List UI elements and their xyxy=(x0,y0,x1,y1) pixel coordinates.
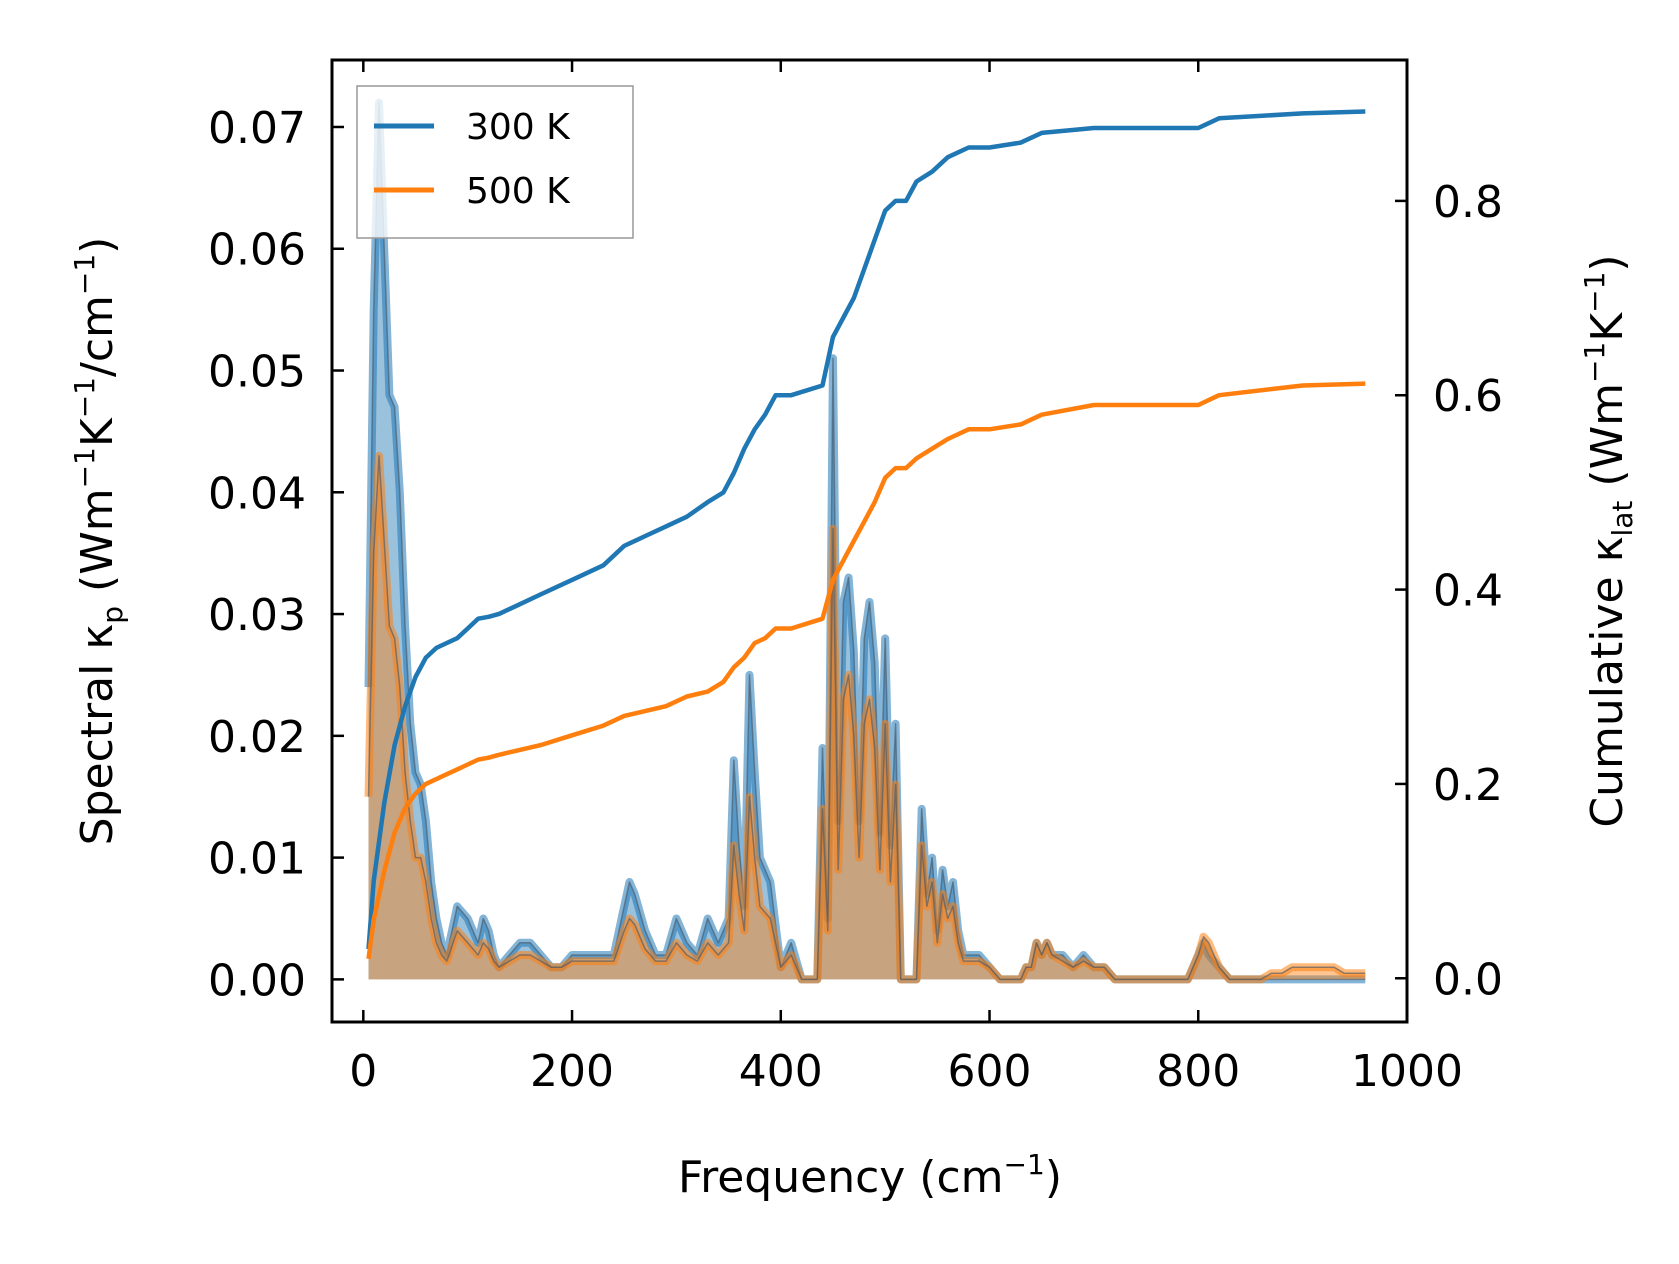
right-axis-unit-exponent: −1 xyxy=(1578,342,1611,383)
left-axis-symbol: κ xyxy=(72,624,123,650)
right-axis-symbol: κ xyxy=(1582,536,1633,562)
spectral-series-layer xyxy=(364,98,1366,984)
left-axis-unit: ) xyxy=(72,237,123,254)
right-tick-label: 0.2 xyxy=(1433,760,1503,811)
x-tick-label: 200 xyxy=(530,1046,614,1097)
right-axis-ticks: 0.0 0.2 0.4 0.6 0.8 xyxy=(1395,177,1503,1005)
x-axis-unit: cm xyxy=(936,1152,1003,1203)
right-axis-label: Cumulative κlat (Wm−1K−1) xyxy=(1578,254,1639,827)
left-axis-symbol-subscript: p xyxy=(96,606,129,624)
plot-frame xyxy=(330,58,1409,1024)
left-tick-label: 0.06 xyxy=(208,225,306,276)
x-tick-label: 600 xyxy=(948,1046,1032,1097)
x-axis-label: Frequency (cm−1) xyxy=(678,1148,1062,1203)
cumulative-line-300k xyxy=(366,109,1366,950)
cumulative-series-layer xyxy=(366,109,1366,960)
x-axis-label-text: Frequency xyxy=(678,1152,905,1203)
left-tick-label: 0.04 xyxy=(208,468,306,519)
right-tick-label: 0.0 xyxy=(1433,954,1503,1005)
left-axis-label-text: Spectral xyxy=(72,664,123,846)
cumulative-line-500k xyxy=(366,381,1366,960)
x-tick-label: 1000 xyxy=(1351,1046,1463,1097)
right-axis-unit: (Wm xyxy=(1582,383,1633,487)
left-tick-label: 0.01 xyxy=(208,834,306,885)
right-axis-label-text: Cumulative xyxy=(1582,576,1633,827)
right-tick-label: 0.8 xyxy=(1433,177,1503,228)
x-axis-ticks: 0 200 400 600 800 1000 xyxy=(349,60,1463,1097)
x-tick-label: 400 xyxy=(739,1046,823,1097)
left-tick-label: 0.03 xyxy=(208,590,306,641)
left-tick-label: 0.05 xyxy=(208,347,306,398)
right-axis-unit: K xyxy=(1582,312,1633,342)
left-axis-unit-exponent: −1 xyxy=(68,447,101,488)
right-axis-unit: ) xyxy=(1582,254,1633,271)
left-tick-label: 0.00 xyxy=(208,955,306,1006)
left-tick-label: 0.02 xyxy=(208,712,306,763)
legend-label-300k: 300 K xyxy=(466,107,571,148)
right-tick-label: 0.6 xyxy=(1433,371,1503,422)
legend-label-500k: 500 K xyxy=(466,171,571,212)
left-axis-ticks: 0.00 0.01 0.02 0.03 0.04 0.05 0.06 0.07 xyxy=(208,103,344,1006)
spectral-line-500k xyxy=(367,455,1366,981)
spectral-area-300k xyxy=(368,102,1366,980)
left-axis-unit-exponent: −1 xyxy=(68,377,101,418)
x-axis-unit-exponent: −1 xyxy=(1004,1148,1045,1181)
legend-box xyxy=(356,85,634,239)
left-axis-label: Spectral κp (Wm−1K−1/cm−1) xyxy=(68,237,129,846)
right-axis-unit-exponent: −1 xyxy=(1578,272,1611,313)
right-tick-label: 0.4 xyxy=(1433,566,1503,617)
left-axis-unit: K xyxy=(72,417,123,447)
legend: 300 K 500 K xyxy=(356,85,634,239)
left-axis-unit: (Wm xyxy=(72,488,123,592)
x-tick-label: 800 xyxy=(1156,1046,1240,1097)
x-tick-label: 0 xyxy=(349,1046,377,1097)
left-tick-label: 0.07 xyxy=(208,103,306,154)
right-axis-symbol-subscript: lat xyxy=(1606,501,1639,537)
left-axis-unit: /cm xyxy=(72,295,123,377)
left-axis-unit-exponent: −1 xyxy=(68,254,101,295)
